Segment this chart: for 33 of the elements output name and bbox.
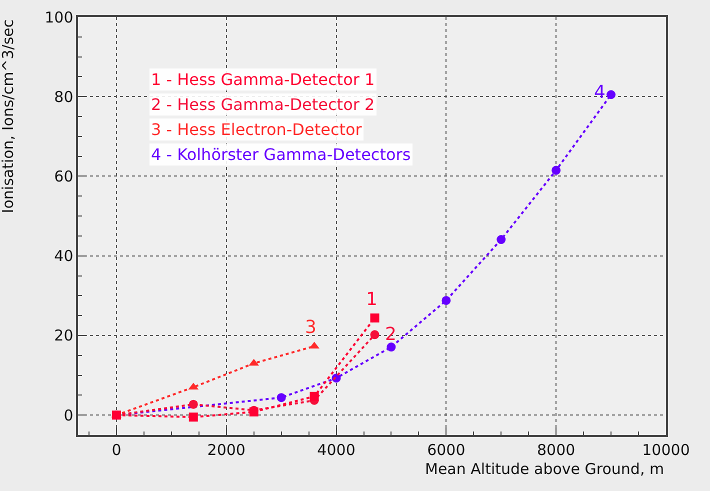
text: 4 - Kolhörster Gamma-Detectors <box>151 145 411 164</box>
point <box>386 342 396 352</box>
text: 2 - Hess Gamma-Detector 2 <box>151 95 375 114</box>
x-tick-label: 2000 <box>207 440 246 459</box>
point <box>276 393 286 402</box>
x-tick-label: 4000 <box>317 440 356 459</box>
point <box>496 235 506 244</box>
annotation: 2 <box>385 324 396 345</box>
point <box>552 166 561 175</box>
point <box>188 400 198 409</box>
annotation: 3 <box>305 317 316 338</box>
point <box>370 330 380 340</box>
y-tick-label: 0 <box>64 406 74 424</box>
point <box>442 296 451 305</box>
text: 3 - Hess Electron-Detector <box>151 120 362 139</box>
x-axis-title: Mean Altitude above Ground, m <box>425 460 664 478</box>
point <box>310 392 319 401</box>
text: 1 - Hess Gamma-Detector 1 <box>151 70 375 89</box>
x-tick-label: 10000 <box>642 440 690 459</box>
point <box>188 412 198 422</box>
y-tick-label: 60 <box>54 167 74 186</box>
x-tick-label: 8000 <box>536 440 576 459</box>
y-tick-label: 20 <box>54 326 74 345</box>
y-tick-label: 80 <box>54 88 74 106</box>
x-tick-label: 6000 <box>427 440 466 459</box>
y-tick-label: 100 <box>44 8 74 26</box>
y-axis-title: Ionisation, Ions/cm^3/sec <box>0 19 18 214</box>
annotation: 4 <box>594 82 606 103</box>
point <box>370 313 380 322</box>
x-tick-label: 0 <box>112 440 122 459</box>
annotation: 1 <box>366 289 378 310</box>
point <box>606 90 616 100</box>
y-tick-label: 40 <box>54 247 74 266</box>
